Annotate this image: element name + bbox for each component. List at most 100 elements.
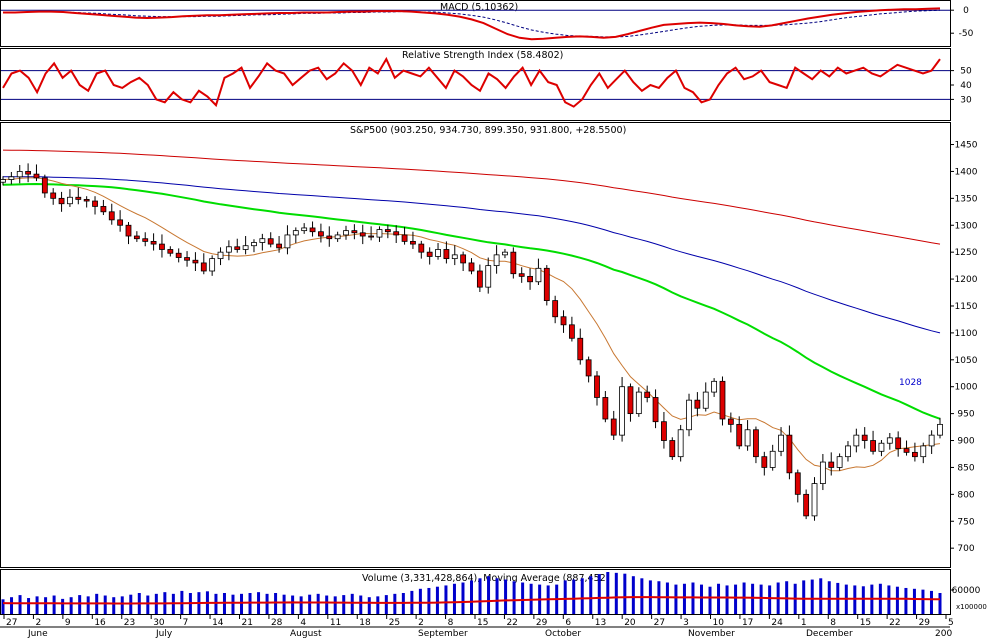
candle-body (267, 238, 274, 245)
volume-bar (308, 594, 312, 614)
volume-bar (810, 579, 814, 614)
volume-bar (606, 572, 610, 614)
ma50-line (2, 182, 941, 420)
x-tick-label: 13 (595, 618, 606, 628)
candle-body (560, 316, 567, 326)
volume-bar (921, 589, 925, 614)
candle-body (359, 232, 366, 237)
rsi-plot (1, 56, 950, 108)
candle-body (334, 234, 341, 240)
candle-body (460, 254, 467, 264)
candle-body (351, 230, 358, 234)
rsi-title: Relative Strength Index (58.4802) (402, 50, 563, 61)
volume-bar (912, 588, 916, 614)
candle-body (251, 242, 257, 247)
x-tick-label: 1 (801, 618, 807, 628)
volume-bar (452, 583, 456, 614)
candle-body (25, 171, 31, 175)
candle-body (100, 206, 107, 213)
macd-line (3, 7, 941, 41)
candle-body (518, 273, 525, 277)
candle-body (192, 259, 199, 264)
price-y-tick-label: 900 (957, 437, 974, 447)
volume-bar (359, 595, 363, 614)
candle-body (627, 386, 634, 415)
candle-body (811, 483, 818, 517)
candle-body (836, 456, 843, 468)
x-tick-label: 6 (565, 618, 571, 628)
macd-title: MACD (5.10362) (440, 2, 518, 13)
candle-body (376, 229, 383, 238)
x-tick-label: 27 (6, 618, 17, 628)
candle-body (309, 227, 316, 233)
candle-body (594, 375, 600, 398)
candle-body (83, 199, 90, 202)
candle-body (878, 442, 885, 452)
candle-body (184, 257, 190, 261)
candle-body (803, 493, 810, 517)
candle-body (200, 262, 207, 272)
volume-bar (512, 581, 516, 614)
volume-bar (61, 598, 65, 614)
volume-bar (904, 587, 908, 614)
month-label: November (688, 629, 735, 638)
ma10-line (2, 177, 941, 472)
macd-y-tick-label: -50 (959, 29, 974, 39)
candle-body (786, 434, 793, 474)
x-tick-label: 17 (742, 618, 753, 628)
candle-body (769, 450, 776, 468)
candle-body (343, 230, 349, 236)
candle-body (259, 238, 266, 243)
candle-body (418, 243, 425, 253)
candle-body (493, 254, 500, 267)
price-annotation: 1028 (899, 378, 922, 388)
candle-body (619, 386, 625, 436)
price-y-tick-label: 1150 (955, 302, 978, 312)
candle-body (644, 391, 651, 398)
volume-bar (86, 596, 90, 614)
candle-body (568, 324, 575, 339)
volume-ma-line (2, 596, 941, 605)
x-tick-label: 30 (153, 618, 165, 628)
volume-bar (461, 582, 465, 614)
volume-bar (504, 579, 508, 614)
volume-bar (589, 576, 593, 614)
candle-body (602, 397, 609, 420)
volume-bar (708, 586, 712, 614)
volume-bar (240, 593, 244, 614)
candle-body (167, 249, 174, 254)
volume-bar (717, 583, 721, 614)
candle-body (67, 196, 73, 205)
volume-bar (521, 582, 525, 614)
x-tick-label: 29 (919, 618, 931, 628)
volume-bar (231, 594, 235, 614)
candle-body (468, 262, 475, 272)
candle-body (861, 434, 868, 441)
volume-bar (435, 586, 439, 614)
volume-bar (325, 595, 329, 614)
candle-body (552, 300, 559, 318)
candle-body (794, 472, 801, 495)
volume-bar (350, 593, 354, 614)
x-tick-label: 24 (771, 618, 783, 628)
volume-bar (376, 596, 380, 614)
x-tick-label: 11 (330, 618, 341, 628)
price-y-tick-label: 1400 (955, 167, 978, 177)
month-label: June (27, 629, 48, 638)
volume-bar (631, 576, 635, 614)
candle-body (778, 434, 784, 452)
candle-body (677, 429, 684, 458)
month-label: October (545, 629, 581, 638)
candle-body (108, 211, 115, 221)
candle-body (719, 380, 726, 420)
volume-bar (27, 598, 31, 614)
x-tick-label: 25 (389, 618, 400, 628)
volume-bar (35, 596, 39, 614)
candle-body (368, 235, 375, 238)
x-tick-label: 7 (183, 618, 189, 628)
volume-bar (393, 593, 397, 614)
volume-bar (367, 597, 371, 614)
candle-body (736, 423, 743, 447)
x-tick-label: 2 (35, 618, 41, 628)
volume-bar (682, 583, 686, 614)
